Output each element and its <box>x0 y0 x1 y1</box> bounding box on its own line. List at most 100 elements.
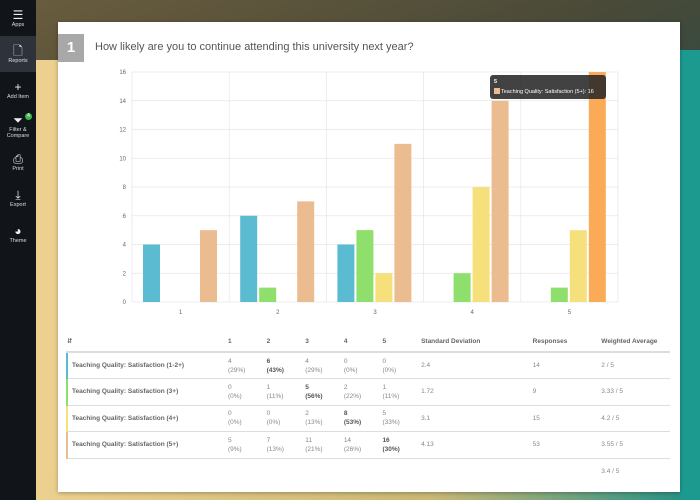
percent: (43%) <box>266 366 284 374</box>
sidebar-item-apps[interactable]: ☰ Apps <box>0 0 36 36</box>
count-cell: 1 (11%) <box>382 378 422 406</box>
count: 0 <box>382 357 387 365</box>
tooltip-swatch <box>494 88 500 94</box>
sidebar-item-label: Theme <box>9 237 27 244</box>
filter-count-badge: 4 <box>25 113 32 120</box>
standard-deviation: 1.72 <box>421 378 533 406</box>
column-header: Standard Deviation <box>421 332 533 353</box>
percent: (0%) <box>343 366 358 374</box>
count: 1 <box>266 383 271 391</box>
percent: (26%) <box>343 445 362 453</box>
printer-icon: ⎙ <box>13 151 23 166</box>
count: 0 <box>266 410 271 418</box>
count-cell: 8 (53%) <box>343 405 383 432</box>
sidebar-item-reports[interactable]: 🗋 Reports <box>0 36 36 72</box>
count: 1 <box>382 383 387 391</box>
plus-icon: + <box>14 79 22 94</box>
weighted-average: 3.33 / 5 <box>601 378 670 406</box>
percent: (29%) <box>227 366 246 374</box>
count-cell: 5 (56%) <box>305 378 344 406</box>
count: 0 <box>227 410 232 418</box>
sidebar-item-label: Filter & Compare <box>6 126 30 139</box>
count-cell: 4 (29%) <box>305 352 344 379</box>
count-cell: 2 (22%) <box>343 378 383 406</box>
column-header: 4 <box>343 332 383 353</box>
question-number: 1 <box>58 34 84 62</box>
percent: (13%) <box>266 445 284 453</box>
x-tick-label: 4 <box>471 310 475 316</box>
count-cell: 0 (0%) <box>227 378 267 406</box>
bar <box>356 230 374 302</box>
count: 11 <box>305 436 312 444</box>
count: 7 <box>266 436 271 444</box>
sidebar-item-label: Export <box>10 201 26 208</box>
count-cell: 1 (11%) <box>266 378 306 406</box>
question-card: 1 How likely are you to continue attendi… <box>58 22 680 492</box>
background <box>680 50 700 500</box>
export-icon: ⤓ <box>15 187 21 202</box>
column-header: 2 <box>266 332 306 353</box>
y-tick-label: 8 <box>123 185 127 191</box>
column-header: 1 <box>227 332 267 353</box>
bar <box>588 72 606 302</box>
count: 5 <box>382 410 387 418</box>
count-cell: 14 (26%) <box>343 431 383 459</box>
count: 14 <box>343 436 352 444</box>
y-tick-label: 12 <box>119 128 126 134</box>
bar <box>375 273 393 302</box>
responses: 14 <box>532 352 602 379</box>
sidebar-item-print[interactable]: ⎙ Print <box>0 144 36 180</box>
count-cell: 0 (0%) <box>382 352 422 379</box>
count-cell: 5 (9%) <box>227 431 267 459</box>
y-tick-label: 0 <box>123 300 127 306</box>
count: 6 <box>266 357 271 365</box>
count-cell: 2 (13%) <box>305 405 344 432</box>
count: 16 <box>382 436 390 444</box>
row-label: Teaching Quality: Satisfaction (1-2+) <box>66 352 228 379</box>
x-tick-label: 1 <box>179 310 183 316</box>
sidebar-item-export[interactable]: ⤓ Export <box>0 180 36 216</box>
count: 8 <box>343 410 348 418</box>
bar <box>337 244 355 302</box>
responses: 9 <box>532 378 602 406</box>
question-title: How likely are you to continue attending… <box>95 41 414 53</box>
standard-deviation: 2.4 <box>421 352 533 379</box>
percent: (9%) <box>227 445 242 453</box>
standard-deviation: 3.1 <box>421 405 533 432</box>
percent: (56%) <box>305 392 323 400</box>
row-label: Teaching Quality: Satisfaction (4+) <box>66 405 228 432</box>
bar <box>259 287 277 302</box>
count: 2 <box>343 383 348 391</box>
bar <box>453 273 471 302</box>
sidebar-item-theme[interactable]: ◕ Theme <box>0 216 36 252</box>
x-tick-label: 2 <box>276 310 280 316</box>
y-tick-label: 16 <box>119 70 126 76</box>
bar <box>491 100 509 302</box>
percent: (29%) <box>305 366 323 374</box>
bar <box>569 230 587 302</box>
count: 4 <box>305 357 309 365</box>
bar <box>143 244 160 302</box>
sidebar-item-filter-compare[interactable]: ⏷ Filter & Compare 4 <box>0 108 36 144</box>
percent: (22%) <box>343 392 362 400</box>
count-cell: 5 (33%) <box>382 405 422 432</box>
responses: 53 <box>532 431 602 459</box>
y-tick-label: 14 <box>119 99 126 105</box>
sidebar-item-label: Reports <box>8 57 28 64</box>
row-label: Teaching Quality: Satisfaction (3+) <box>66 378 228 406</box>
sidebar-item-label: Print <box>12 165 24 172</box>
list-icon: ☰ <box>12 7 24 22</box>
swap-axes-icon[interactable]: ⮃ <box>67 332 228 353</box>
tooltip <box>490 75 606 99</box>
sidebar-item-add-item[interactable]: + Add Item <box>0 72 36 108</box>
y-tick-label: 4 <box>123 243 127 249</box>
count: 2 <box>305 410 309 418</box>
table-row: Teaching Quality: Satisfaction (3+) 0 (0%)… <box>66 378 670 406</box>
column-header: Weighted Average <box>601 332 670 353</box>
document-icon: 🗋 <box>13 43 23 58</box>
count-cell: 16 (30%) <box>382 431 422 459</box>
bar <box>297 201 315 302</box>
column-header: 3 <box>305 332 344 353</box>
percent: (33%) <box>382 419 400 427</box>
y-tick-label: 2 <box>123 271 127 277</box>
